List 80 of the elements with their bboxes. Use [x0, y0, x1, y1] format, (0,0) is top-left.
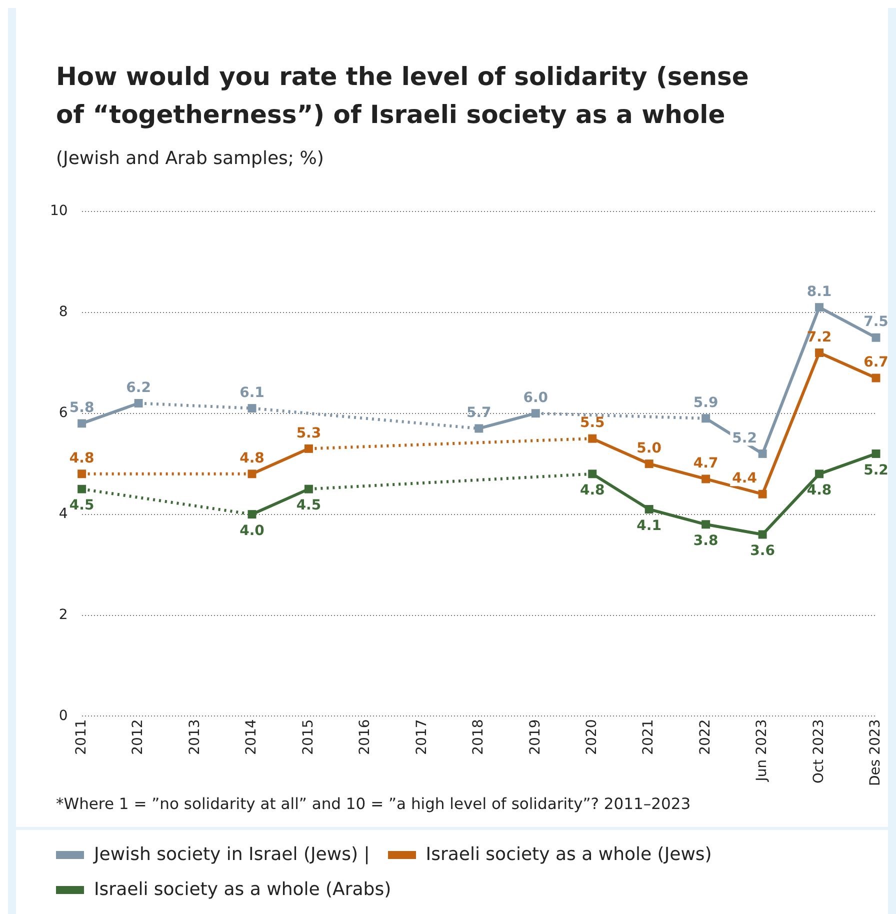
x-tick-label: 2013 [186, 719, 203, 755]
y-tick-label: 8 [58, 304, 68, 320]
x-tick-label: 2012 [130, 719, 146, 755]
x-tick-label: 2017 [414, 719, 430, 755]
x-tick-label: 2011 [73, 719, 90, 755]
point [474, 424, 484, 433]
data-label: 7.2 [806, 329, 832, 346]
point [304, 444, 313, 453]
legend-label: Israeli society as a whole (Arabs) [94, 879, 392, 900]
y-tick-label: 10 [50, 203, 68, 220]
data-label: 5.8 [69, 400, 94, 416]
data-label: 4.8 [69, 450, 94, 467]
data-label: 5.3 [296, 425, 322, 442]
x-tick-label: Oct 2023 [810, 719, 827, 784]
point [872, 449, 880, 458]
x-tick-label: 2019 [527, 719, 544, 755]
legend-label: Jewish society in Israel (Jews) | [94, 844, 370, 865]
y-tick-label: 2 [58, 606, 68, 623]
point [531, 409, 540, 418]
data-label: 7.5 [864, 314, 888, 330]
chart-title: How would you rate the level of solidarity (sense of “togetherness”) of Israeli society as a whole [56, 61, 750, 131]
point [702, 520, 710, 529]
point [304, 484, 313, 494]
point [78, 470, 86, 478]
point [815, 348, 824, 357]
point [248, 404, 256, 413]
data-label: 4.4 [732, 470, 758, 487]
point [588, 434, 597, 443]
x-tick-label: 2018 [470, 719, 487, 755]
data-label: 5.9 [693, 395, 718, 412]
x-tick-label: 2022 [697, 719, 714, 755]
text: *Where 1 = ”no solidarity at all” and 10 = ”a high level of solidarity”? 2011–2023 [55, 794, 692, 815]
point [702, 414, 710, 423]
point [758, 530, 767, 539]
data-label: 4.1 [636, 518, 662, 534]
data-label: 5.7 [466, 405, 492, 422]
data-label: 4.8 [806, 482, 832, 499]
data-label: 6.0 [523, 390, 548, 406]
point [872, 333, 880, 342]
data-label: 5.5 [580, 415, 605, 432]
data-label: 3.8 [693, 533, 718, 550]
x-tick-label: 2015 [300, 719, 316, 755]
x-tick-label: 2016 [357, 719, 374, 755]
point [644, 505, 654, 514]
x-tick-label: 2020 [584, 719, 600, 755]
x-tick-label: Des 2023 [868, 719, 884, 786]
x-tick-label: 2014 [244, 719, 260, 755]
data-label: 5.2 [864, 462, 888, 478]
data-label: 4.8 [580, 482, 605, 499]
data-label: 8.1 [806, 284, 832, 300]
data-label: 4.8 [240, 450, 264, 467]
y-tick-label: 4 [58, 506, 68, 522]
data-label: 4.7 [693, 456, 718, 472]
point [134, 398, 143, 408]
point [702, 474, 710, 484]
data-label: 6.2 [126, 380, 151, 396]
point [588, 470, 597, 478]
x-tick-label: 2021 [640, 719, 657, 755]
point [78, 484, 86, 494]
data-label: 4.0 [240, 522, 265, 539]
data-label: 3.6 [750, 543, 775, 560]
point [644, 460, 654, 468]
data-label: 4.5 [69, 498, 94, 514]
point [815, 470, 824, 478]
y-tick-label: 0 [58, 708, 68, 724]
point [248, 510, 256, 519]
legend-label: Israeli society as a whole (Jews) [426, 844, 712, 865]
chart-subtitle: (Jewish and Arab samples; %) [56, 148, 325, 169]
data-label: 5.0 [636, 440, 662, 456]
y-tick-label: 6 [58, 404, 68, 421]
data-label: 6.1 [240, 384, 264, 401]
data-label: 5.2 [732, 430, 757, 446]
data-label: 4.5 [296, 498, 322, 514]
point [815, 303, 824, 312]
point [758, 490, 767, 498]
data-label: 6.7 [864, 354, 888, 371]
point [248, 470, 256, 478]
point [78, 419, 86, 428]
point [758, 449, 767, 458]
x-tick-label: Jun 2023 [754, 719, 770, 782]
